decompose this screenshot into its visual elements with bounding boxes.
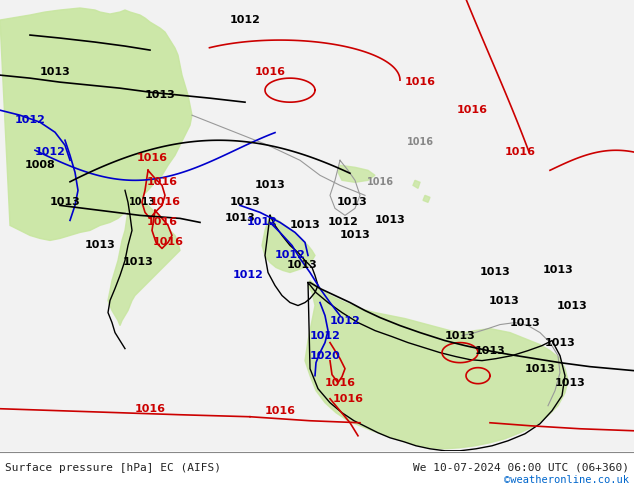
Text: ©weatheronline.co.uk: ©weatheronline.co.uk <box>504 475 629 485</box>
Text: 1016: 1016 <box>136 153 167 163</box>
Text: 1013: 1013 <box>545 338 576 347</box>
Text: 1013: 1013 <box>145 90 176 100</box>
Text: 1013: 1013 <box>290 220 320 230</box>
Text: 1012: 1012 <box>247 218 278 227</box>
Polygon shape <box>305 280 568 449</box>
Text: 1016: 1016 <box>153 238 183 247</box>
Text: 1013: 1013 <box>489 295 519 306</box>
Text: 1016: 1016 <box>332 393 363 404</box>
Text: 1013: 1013 <box>524 364 555 374</box>
Text: 1013: 1013 <box>224 213 256 223</box>
Polygon shape <box>0 8 192 241</box>
Text: 1013: 1013 <box>444 331 476 341</box>
Text: 1013: 1013 <box>39 67 70 77</box>
Text: 1012: 1012 <box>330 316 361 325</box>
Text: 1012: 1012 <box>309 331 340 341</box>
Text: 1013: 1013 <box>543 266 573 275</box>
Polygon shape <box>413 180 420 188</box>
Text: 1013: 1013 <box>480 268 510 277</box>
Text: 1020: 1020 <box>309 351 340 361</box>
Text: 1013: 1013 <box>340 230 370 241</box>
Text: 1012: 1012 <box>35 147 65 157</box>
Text: 1013: 1013 <box>510 318 540 328</box>
Text: 1012: 1012 <box>15 115 46 125</box>
Text: 1016: 1016 <box>264 406 295 416</box>
Text: 1013: 1013 <box>84 241 115 250</box>
Text: 1012: 1012 <box>230 15 261 25</box>
Text: 1013: 1013 <box>230 197 261 207</box>
Text: 1016: 1016 <box>146 177 178 187</box>
Text: 1013: 1013 <box>129 197 155 207</box>
Text: 1013: 1013 <box>555 378 585 388</box>
Text: 1013: 1013 <box>287 261 318 270</box>
Text: 1013: 1013 <box>557 300 587 311</box>
Polygon shape <box>262 216 315 272</box>
Text: 1013: 1013 <box>122 257 153 268</box>
Text: 1013: 1013 <box>475 345 505 356</box>
Text: Surface pressure [hPa] EC (AIFS): Surface pressure [hPa] EC (AIFS) <box>5 463 221 472</box>
Text: 1016: 1016 <box>134 404 165 414</box>
Text: 1012: 1012 <box>275 250 306 261</box>
Polygon shape <box>108 190 180 325</box>
Text: 1016: 1016 <box>456 105 488 115</box>
Text: 1016: 1016 <box>366 177 394 187</box>
Text: 1016: 1016 <box>505 147 536 157</box>
Text: 1013: 1013 <box>375 216 405 225</box>
Text: 1012: 1012 <box>328 218 358 227</box>
Polygon shape <box>423 196 430 202</box>
Text: 1013: 1013 <box>49 197 81 207</box>
Text: We 10-07-2024 06:00 UTC (06+360): We 10-07-2024 06:00 UTC (06+360) <box>413 463 629 472</box>
Text: 1016: 1016 <box>150 197 181 207</box>
Text: 1008: 1008 <box>25 160 55 171</box>
Text: 1016: 1016 <box>254 67 285 77</box>
Text: 1012: 1012 <box>233 270 264 280</box>
Text: 1016: 1016 <box>404 77 436 87</box>
Text: 1013: 1013 <box>337 197 367 207</box>
Polygon shape <box>338 165 375 182</box>
Text: 1016: 1016 <box>146 218 178 227</box>
Text: 1016: 1016 <box>406 137 434 147</box>
Text: 1016: 1016 <box>325 378 356 388</box>
Text: 1013: 1013 <box>255 180 285 190</box>
